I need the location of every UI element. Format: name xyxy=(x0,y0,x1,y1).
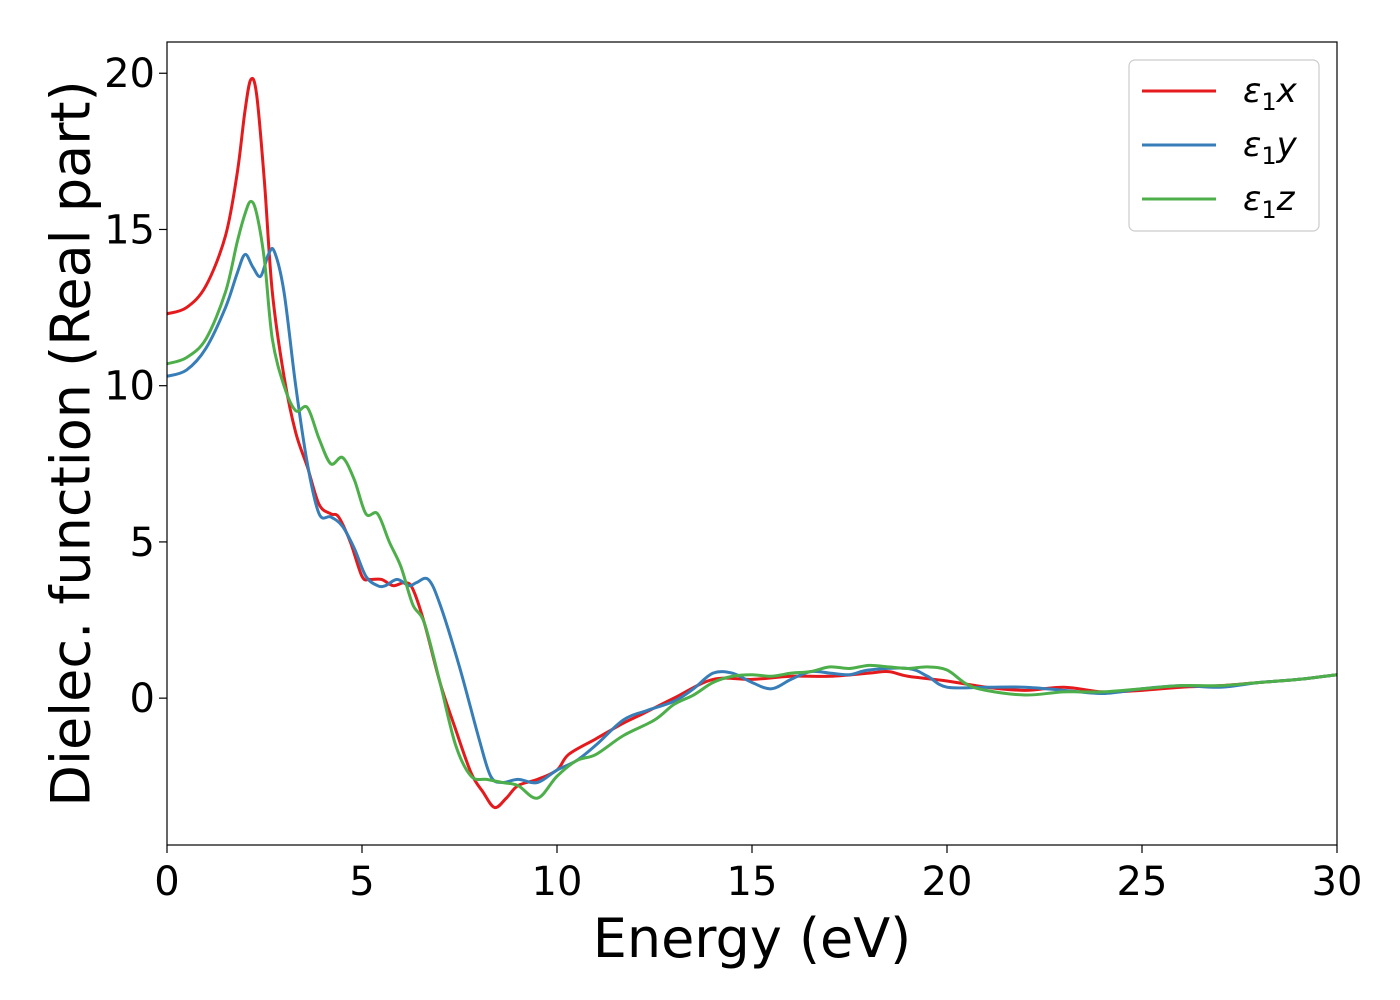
x-tick-label: 20 xyxy=(922,859,973,905)
x-tick-label: 10 xyxy=(532,859,583,905)
x-tick-label: 15 xyxy=(727,859,778,905)
series-line-y xyxy=(167,246,1337,785)
legend-box xyxy=(1128,59,1320,232)
x-tick-label: 5 xyxy=(349,859,374,905)
series-line-z xyxy=(167,199,1337,800)
y-axis-ticks: 0 5 10 15 20 xyxy=(104,51,167,722)
y-tick-label: 20 xyxy=(104,51,155,97)
x-tick-label: 0 xyxy=(154,859,179,905)
series-layer xyxy=(167,76,1337,810)
legend-label-y: ε1y xyxy=(1243,125,1298,170)
y-axis-label: Dielec. function (Real part) xyxy=(40,80,103,806)
x-axis-label: Energy (eV) xyxy=(593,907,912,970)
x-tick-label: 30 xyxy=(1312,859,1363,905)
y-tick-label: 15 xyxy=(104,207,155,253)
y-tick-label: 10 xyxy=(104,364,155,410)
y-tick-label: 5 xyxy=(130,520,155,566)
x-axis-ticks: 0 5 10 15 20 25 30 xyxy=(154,845,1362,905)
legend-label-z: ε1z xyxy=(1243,179,1296,224)
y-tick-label: 0 xyxy=(130,676,155,722)
legend: ε1x ε1y ε1z xyxy=(1128,59,1320,232)
legend-label-x: ε1x xyxy=(1243,71,1298,116)
x-tick-label: 25 xyxy=(1117,859,1168,905)
